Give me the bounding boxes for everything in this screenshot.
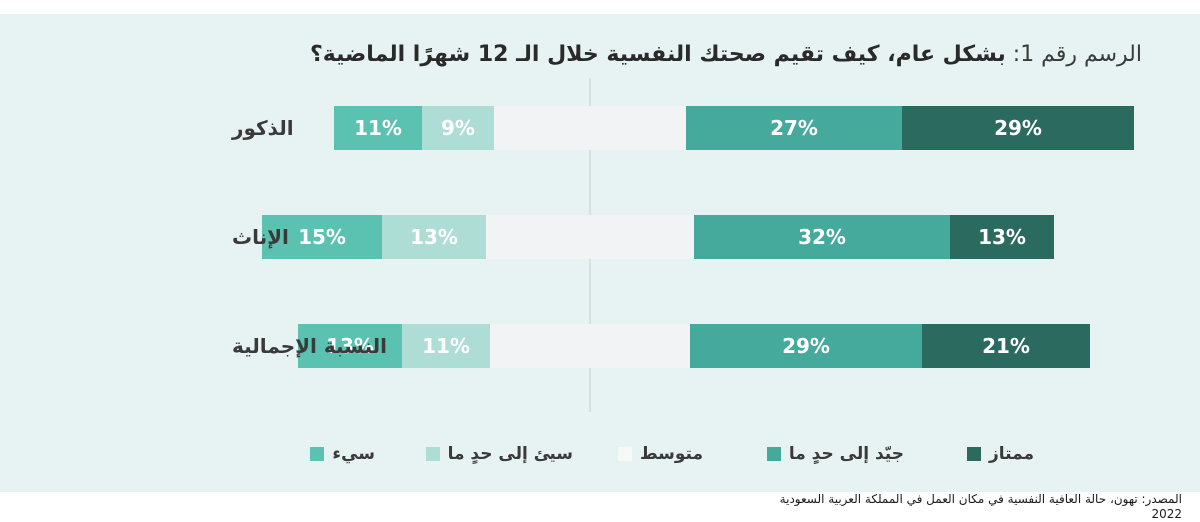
legend-swatch bbox=[766, 447, 781, 461]
bar-segment bbox=[262, 215, 382, 259]
source-note: المصدر: تهون، حالة العافية النفسية في مك… bbox=[780, 492, 1182, 522]
bar-data-label: 11% bbox=[354, 116, 402, 140]
bar-data-label: 13% bbox=[326, 334, 374, 358]
legend-label: سيء bbox=[332, 444, 375, 464]
legend-label: ممتاز bbox=[988, 444, 1034, 464]
bar-segment bbox=[494, 106, 686, 150]
bar-segment bbox=[690, 324, 922, 368]
bar-data-label: 21% bbox=[982, 334, 1030, 358]
bar-segment bbox=[334, 106, 422, 150]
chart-title: الرسم رقم 1: بشكل عام، كيف تقيم صحتك الن… bbox=[310, 42, 1142, 67]
bar-segment bbox=[922, 324, 1090, 368]
bar-segment bbox=[382, 215, 486, 259]
legend-item: ممتاز bbox=[966, 444, 1034, 464]
bar-data-label: 15% bbox=[298, 225, 346, 249]
diverging-bar-chart: 11% 9% 27% 29% الذكور 15% 13% 32% 13% الإناث 13% 11… bbox=[231, 78, 1134, 412]
legend-swatch bbox=[617, 447, 632, 461]
bar-segment bbox=[422, 106, 494, 150]
category-label: الإناث bbox=[232, 225, 289, 249]
legend-item: متوسط bbox=[617, 444, 703, 464]
source-line-2: 2022 bbox=[1151, 507, 1182, 521]
bar-data-label: 27% bbox=[770, 116, 818, 140]
bar-segment bbox=[950, 215, 1054, 259]
legend-label: متوسط bbox=[639, 444, 703, 464]
bar-data-label: 32% bbox=[798, 225, 846, 249]
chart-legend: سيء سيئ إلى حدٍ ما متوسط جيّد إلى حدٍ ما ممت… bbox=[0, 444, 1200, 468]
legend-item: سيء bbox=[310, 444, 375, 464]
bar-segment bbox=[298, 324, 402, 368]
legend-item: سيئ إلى حدٍ ما bbox=[425, 444, 573, 464]
bar-segment bbox=[902, 106, 1134, 150]
title-prefix: الرسم رقم 1: bbox=[1012, 42, 1142, 67]
bar-data-label: 9% bbox=[441, 116, 475, 140]
legend-item: جيّد إلى حدٍ ما bbox=[766, 444, 904, 464]
bar-segment bbox=[402, 324, 490, 368]
bar-data-label: 29% bbox=[994, 116, 1042, 140]
title-main: بشكل عام، كيف تقيم صحتك النفسية خلال الـ… bbox=[309, 42, 1006, 67]
bar-segment bbox=[694, 215, 950, 259]
bar-segment bbox=[486, 215, 694, 259]
legend-label: جيّد إلى حدٍ ما bbox=[788, 444, 904, 464]
bar-segment bbox=[490, 324, 690, 368]
bar-segment bbox=[686, 106, 902, 150]
legend-swatch bbox=[966, 447, 981, 461]
category-label: الذكور bbox=[231, 116, 294, 140]
legend-label: سيئ إلى حدٍ ما bbox=[447, 444, 573, 464]
bar-data-label: 13% bbox=[410, 225, 458, 249]
legend-swatch bbox=[310, 447, 325, 461]
source-line-1: المصدر: تهون، حالة العافية النفسية في مك… bbox=[779, 492, 1182, 506]
category-label: النسبة الإجمالية bbox=[232, 334, 387, 358]
bar-data-label: 29% bbox=[782, 334, 830, 358]
bar-data-label: 11% bbox=[422, 334, 470, 358]
bar-data-label: 13% bbox=[978, 225, 1026, 249]
legend-swatch bbox=[425, 447, 440, 461]
